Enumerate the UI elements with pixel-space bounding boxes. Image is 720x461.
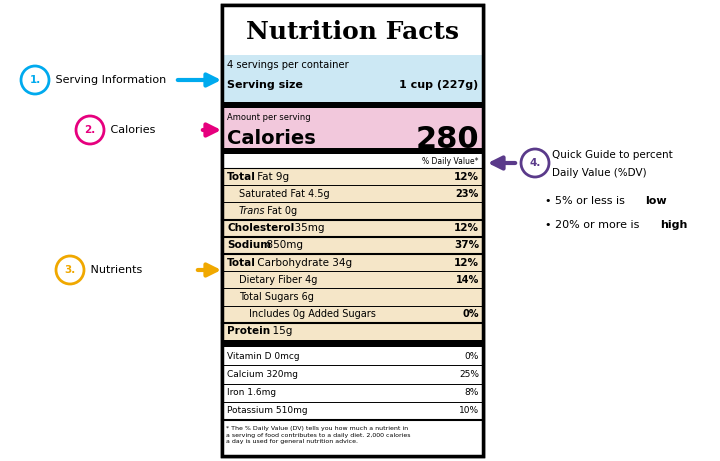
Text: Iron 1.6mg: Iron 1.6mg <box>227 388 276 397</box>
Text: 0%: 0% <box>464 352 479 361</box>
Bar <box>222 5 483 55</box>
Text: 4 servings per container: 4 servings per container <box>227 60 348 70</box>
Text: high: high <box>660 220 688 230</box>
Text: Amount per serving: Amount per serving <box>227 113 310 123</box>
Text: Quick Guide to percent: Quick Guide to percent <box>552 150 672 160</box>
Text: Calories: Calories <box>227 129 316 148</box>
Bar <box>222 168 483 340</box>
Bar <box>222 420 483 456</box>
Text: Potassium 510mg: Potassium 510mg <box>227 407 307 415</box>
Text: 4.: 4. <box>529 158 541 168</box>
Text: 15g: 15g <box>266 326 292 337</box>
Text: 23%: 23% <box>456 189 479 199</box>
Text: Calories: Calories <box>107 125 156 135</box>
Text: 1 cup (227g): 1 cup (227g) <box>399 80 478 90</box>
Text: Calcium 320mg: Calcium 320mg <box>227 370 298 379</box>
Bar <box>222 108 483 148</box>
Bar <box>222 347 483 420</box>
Text: 10%: 10% <box>459 407 479 415</box>
Text: Daily Value (%DV): Daily Value (%DV) <box>552 168 647 178</box>
Bar <box>222 148 483 154</box>
Bar <box>222 340 483 347</box>
Text: low: low <box>645 196 667 206</box>
Text: Fat 9g: Fat 9g <box>254 171 289 182</box>
Text: 14%: 14% <box>456 275 479 285</box>
Text: Vitamin D 0mcg: Vitamin D 0mcg <box>227 352 300 361</box>
Bar <box>222 5 483 456</box>
Text: 12%: 12% <box>454 223 479 233</box>
Text: 12%: 12% <box>454 171 479 182</box>
Text: Trans: Trans <box>239 206 266 216</box>
Text: Serving size: Serving size <box>227 80 303 90</box>
Text: 3.: 3. <box>64 265 76 275</box>
Text: • 20% or more is: • 20% or more is <box>545 220 643 230</box>
Text: 37%: 37% <box>454 240 479 250</box>
Text: 2.: 2. <box>84 125 96 135</box>
Text: 25%: 25% <box>459 370 479 379</box>
Bar <box>222 5 483 456</box>
Text: 850mg: 850mg <box>260 240 303 250</box>
Text: % Daily Value*: % Daily Value* <box>423 158 479 166</box>
Text: Total: Total <box>227 171 256 182</box>
Text: Sodium: Sodium <box>227 240 271 250</box>
Text: Carbohydrate 34g: Carbohydrate 34g <box>254 258 353 267</box>
Text: 1.: 1. <box>30 75 40 85</box>
Text: Total: Total <box>227 258 256 267</box>
Text: Dietary Fiber 4g: Dietary Fiber 4g <box>239 275 318 285</box>
Bar <box>222 55 483 102</box>
Text: Cholesterol: Cholesterol <box>227 223 294 233</box>
Text: • 5% or less is: • 5% or less is <box>545 196 629 206</box>
Text: 35mg: 35mg <box>287 223 324 233</box>
Text: Serving Information: Serving Information <box>52 75 166 85</box>
Text: 280: 280 <box>415 125 479 154</box>
Bar <box>222 102 483 108</box>
Text: Total Sugars 6g: Total Sugars 6g <box>239 292 314 302</box>
Text: Nutrition Facts: Nutrition Facts <box>246 20 459 44</box>
Text: * The % Daily Value (DV) tells you how much a nutrient in
a serving of food cont: * The % Daily Value (DV) tells you how m… <box>226 426 410 444</box>
Text: Protein: Protein <box>227 326 270 337</box>
Text: Includes 0g Added Sugars: Includes 0g Added Sugars <box>249 309 376 319</box>
Text: Fat 0g: Fat 0g <box>264 206 297 216</box>
Bar <box>222 154 483 168</box>
Text: Saturated Fat 4.5g: Saturated Fat 4.5g <box>239 189 330 199</box>
Text: 12%: 12% <box>454 258 479 267</box>
Text: Nutrients: Nutrients <box>87 265 143 275</box>
Text: 8%: 8% <box>464 388 479 397</box>
Text: 0%: 0% <box>462 309 479 319</box>
